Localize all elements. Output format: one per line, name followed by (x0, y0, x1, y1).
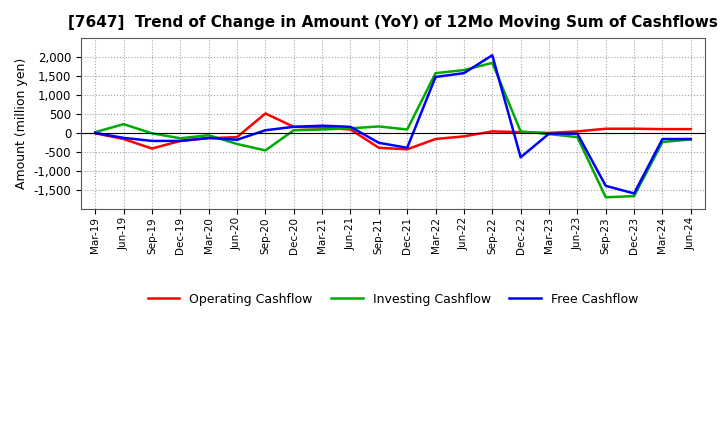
Investing Cashflow (459, 67, 468, 73)
Operating Cashflow (431, 136, 440, 142)
Free Cashflow (573, 131, 582, 136)
Y-axis label: Amount (million yen): Amount (million yen) (15, 58, 28, 189)
Free Cashflow (346, 124, 355, 129)
Investing Cashflow (488, 60, 497, 66)
Operating Cashflow (148, 146, 156, 151)
Investing Cashflow (431, 70, 440, 76)
Legend: Operating Cashflow, Investing Cashflow, Free Cashflow: Operating Cashflow, Investing Cashflow, … (143, 288, 643, 311)
Investing Cashflow (346, 126, 355, 131)
Investing Cashflow (686, 137, 695, 142)
Free Cashflow (204, 135, 213, 140)
Line: Investing Cashflow: Investing Cashflow (95, 63, 690, 197)
Free Cashflow (601, 183, 610, 188)
Investing Cashflow (630, 194, 639, 199)
Title: [7647]  Trend of Change in Amount (YoY) of 12Mo Moving Sum of Cashflows: [7647] Trend of Change in Amount (YoY) o… (68, 15, 718, 30)
Operating Cashflow (630, 126, 639, 132)
Operating Cashflow (573, 129, 582, 134)
Free Cashflow (403, 145, 412, 150)
Operating Cashflow (318, 125, 326, 130)
Operating Cashflow (120, 136, 128, 142)
Free Cashflow (431, 74, 440, 80)
Operating Cashflow (459, 134, 468, 139)
Investing Cashflow (233, 141, 241, 147)
Free Cashflow (261, 128, 270, 133)
Operating Cashflow (516, 129, 525, 135)
Operating Cashflow (374, 145, 383, 150)
Investing Cashflow (120, 121, 128, 127)
Free Cashflow (686, 136, 695, 142)
Operating Cashflow (601, 126, 610, 132)
Investing Cashflow (176, 136, 184, 141)
Investing Cashflow (261, 148, 270, 153)
Operating Cashflow (261, 111, 270, 116)
Free Cashflow (176, 138, 184, 143)
Investing Cashflow (516, 129, 525, 134)
Free Cashflow (374, 140, 383, 146)
Free Cashflow (516, 154, 525, 160)
Line: Free Cashflow: Free Cashflow (95, 55, 690, 194)
Free Cashflow (91, 130, 99, 136)
Operating Cashflow (176, 138, 184, 143)
Investing Cashflow (318, 127, 326, 132)
Free Cashflow (488, 53, 497, 58)
Investing Cashflow (545, 132, 554, 137)
Operating Cashflow (686, 126, 695, 132)
Operating Cashflow (545, 130, 554, 136)
Operating Cashflow (233, 135, 241, 140)
Line: Operating Cashflow: Operating Cashflow (95, 114, 690, 149)
Operating Cashflow (289, 124, 298, 129)
Investing Cashflow (573, 135, 582, 140)
Investing Cashflow (289, 128, 298, 133)
Investing Cashflow (601, 194, 610, 200)
Investing Cashflow (148, 131, 156, 136)
Investing Cashflow (374, 124, 383, 129)
Operating Cashflow (658, 126, 667, 132)
Operating Cashflow (204, 136, 213, 141)
Free Cashflow (233, 137, 241, 143)
Investing Cashflow (658, 139, 667, 145)
Investing Cashflow (403, 127, 412, 132)
Free Cashflow (148, 138, 156, 143)
Investing Cashflow (91, 129, 99, 135)
Free Cashflow (459, 70, 468, 76)
Operating Cashflow (91, 131, 99, 136)
Free Cashflow (318, 123, 326, 128)
Free Cashflow (658, 136, 667, 142)
Operating Cashflow (346, 127, 355, 132)
Operating Cashflow (488, 129, 497, 134)
Free Cashflow (545, 131, 554, 136)
Free Cashflow (120, 135, 128, 140)
Free Cashflow (630, 191, 639, 196)
Operating Cashflow (403, 147, 412, 152)
Investing Cashflow (204, 132, 213, 138)
Free Cashflow (289, 124, 298, 129)
